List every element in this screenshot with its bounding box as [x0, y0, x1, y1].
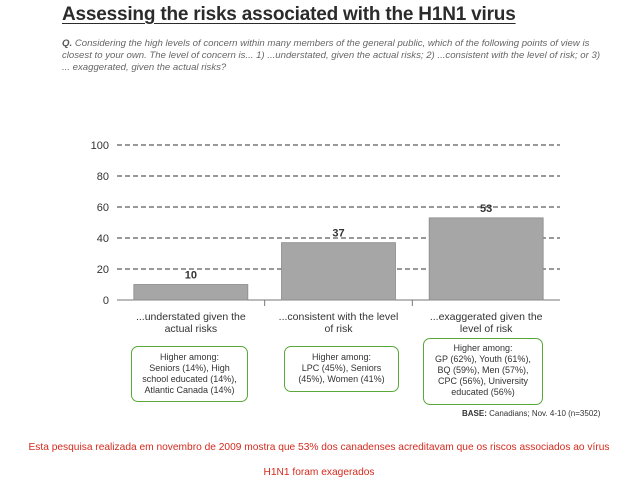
base-text: Canadians; Nov. 4-10 (n=3502) — [489, 409, 601, 418]
callout-line: CPC (56%), University — [437, 376, 529, 386]
y-tick-label: 0 — [103, 295, 109, 307]
x-tick-label: ...understated given the actual risks — [136, 311, 246, 335]
callout-head: Higher among: — [311, 352, 372, 362]
base-note: BASE: Canadians; Nov. 4-10 (n=3502) — [462, 409, 600, 418]
x-tick-label-line: actual risks — [165, 323, 218, 335]
page-title: Assessing the risks associated with the … — [62, 4, 516, 25]
y-tick-label: 60 — [97, 202, 109, 214]
x-tick-label: ...consistent with the level of risk — [279, 311, 399, 335]
y-tick-label: 20 — [97, 264, 109, 276]
x-tick-label-line: of risk — [324, 323, 353, 335]
y-tick-label: 100 — [91, 140, 109, 152]
x-tick-label-line: ...understated given the — [136, 311, 246, 323]
callout-line: educated (56%) — [451, 387, 515, 397]
question-prefix: Q. — [62, 38, 73, 49]
callout-box-understated: Higher among: Seniors (14%), High school… — [131, 346, 248, 402]
callout-head: Higher among: — [159, 352, 220, 362]
survey-question: Q. Considering the high levels of concer… — [62, 38, 602, 74]
question-text: Considering the high levels of concern w… — [62, 38, 601, 73]
bar — [133, 284, 249, 301]
callout-line: GP (62%), Youth (61%), — [435, 354, 531, 364]
x-tick-label-line: ...exaggerated given the — [430, 311, 543, 323]
y-tick-label: 80 — [97, 171, 109, 183]
x-tick-label: ...exaggerated given the level of risk — [430, 311, 543, 335]
bar — [281, 242, 396, 301]
callout-line: Seniors (14%), High — [149, 363, 230, 373]
callout-box-consistent: Higher among: LPC (45%), Seniors (45%), … — [284, 346, 399, 392]
callout-line: Atlantic Canada (14%) — [144, 385, 235, 395]
base-label: BASE: — [462, 409, 487, 418]
callout-line: LPC (45%), Seniors — [301, 363, 382, 373]
caption-line-2: H1N1 foram exagerados — [263, 467, 375, 478]
data-label: 53 — [480, 203, 492, 215]
callout-head: Higher among: — [453, 343, 513, 353]
callout-line: (45%), Women (41%) — [298, 374, 385, 384]
callout-box-exaggerated: Higher among: GP (62%), Youth (61%), BQ … — [423, 338, 543, 405]
data-label: 10 — [185, 270, 197, 282]
x-tick-label-line: ...consistent with the level — [279, 311, 399, 323]
caption-line-1: Esta pesquisa realizada em novembro de 2… — [28, 442, 610, 453]
bar — [428, 217, 544, 301]
x-tick-label-line: level of risk — [460, 323, 513, 335]
bar-chart: 0 20 40 60 80 100 10 ...understated given the ac… — [91, 140, 560, 335]
data-label: 37 — [332, 228, 344, 240]
callout-line: school educated (14%), — [142, 374, 237, 384]
y-tick-label: 40 — [97, 233, 109, 245]
callout-line: BQ (59%), Men (57%), — [437, 365, 529, 375]
